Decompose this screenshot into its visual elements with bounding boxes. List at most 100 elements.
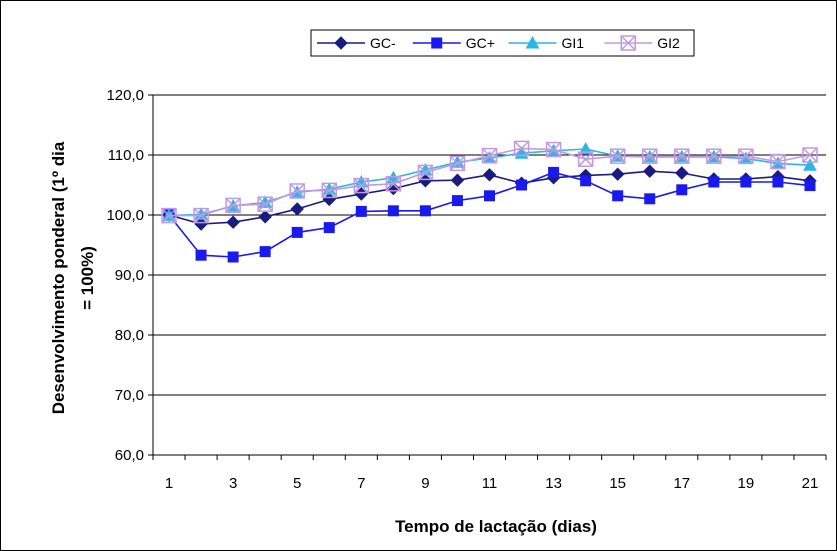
- x-tick-label: 1: [165, 475, 173, 492]
- data-point: [706, 148, 722, 164]
- data-point: [676, 184, 688, 196]
- data-point: [577, 151, 594, 167]
- marker-box: [257, 196, 273, 212]
- data-point: [612, 190, 624, 202]
- data-point: [257, 196, 273, 212]
- data-point: [449, 155, 466, 172]
- x-tick-label: 11: [482, 475, 498, 492]
- data-point: [804, 180, 816, 192]
- marker-cross: [321, 182, 337, 198]
- data-point: [322, 182, 337, 195]
- data-point: [484, 190, 495, 202]
- data-point: [643, 164, 657, 178]
- legend-marker: [431, 37, 443, 49]
- marker-cross: [706, 148, 722, 164]
- marker-cross: [193, 208, 209, 224]
- y-tick-label: 70,0: [115, 387, 144, 404]
- data-point: [193, 207, 209, 224]
- marker-cross: [674, 148, 690, 164]
- x-axis-title: Tempo de lactação (dias): [395, 517, 597, 536]
- data-point: [226, 215, 240, 229]
- data-point: [355, 205, 367, 217]
- marker-box: [161, 207, 177, 224]
- legend-marker: [334, 36, 348, 50]
- data-point: [291, 226, 303, 238]
- data-point: [227, 251, 239, 263]
- data-point: [259, 246, 271, 258]
- marker-box: [620, 35, 636, 51]
- data-point: [740, 176, 752, 188]
- marker-cross: [546, 142, 562, 158]
- legend-label: GI2: [657, 35, 680, 51]
- data-point: [708, 176, 720, 188]
- data-point: [258, 210, 272, 224]
- data-point: [802, 147, 818, 163]
- marker-box: [706, 148, 722, 164]
- legend-item: GI2: [604, 35, 680, 51]
- marker-box: [449, 155, 466, 172]
- data-point: [353, 177, 370, 194]
- data-point: [675, 166, 689, 180]
- marker-box: [577, 151, 594, 167]
- marker-box: [193, 207, 209, 224]
- x-tick-label: 5: [293, 475, 301, 492]
- data-point: [516, 179, 528, 191]
- marker-box: [802, 147, 818, 163]
- marker-box: [481, 147, 498, 164]
- data-point: [385, 176, 402, 192]
- data-point: [161, 207, 177, 224]
- data-point: [482, 168, 497, 182]
- data-point: [674, 148, 690, 164]
- data-point: [641, 148, 658, 164]
- marker-cross: [225, 197, 241, 213]
- marker-box: [225, 197, 241, 214]
- data-point: [548, 166, 560, 178]
- y-axis-title-line-2: = 100%): [78, 246, 97, 310]
- marker-box: [353, 177, 370, 194]
- y-tick-label: 80,0: [115, 327, 144, 344]
- data-point: [578, 141, 593, 155]
- marker-box: [770, 153, 786, 170]
- marker-box: [609, 148, 626, 164]
- y-axis-title-line-1: Desenvolvimento ponderal (1º dia: [49, 141, 68, 414]
- marker-cross: [257, 196, 273, 212]
- data-point: [290, 202, 304, 216]
- y-tick-label: 90,0: [115, 267, 144, 284]
- marker-cross: [770, 154, 786, 170]
- data-point: [481, 147, 498, 164]
- data-point: [770, 153, 786, 170]
- legend-item: GI1: [508, 35, 584, 51]
- data-point: [450, 173, 465, 187]
- data-point: [321, 182, 338, 199]
- x-tick-label: 19: [738, 475, 755, 492]
- data-point: [580, 175, 592, 187]
- legend-item: GC-: [317, 35, 396, 51]
- marker-cross: [610, 148, 626, 164]
- data-point: [803, 158, 817, 171]
- data-point: [289, 183, 305, 199]
- y-tick-label: 110,0: [108, 147, 144, 164]
- legend: GC- GC+ GI1 GI2: [310, 29, 695, 57]
- legend-item: GC+: [412, 35, 495, 51]
- y-axis-title: Desenvolvimento ponderal (1º dia = 100%): [49, 141, 97, 414]
- data-point: [513, 140, 530, 157]
- data-point: [225, 197, 241, 214]
- legend-marker: [525, 35, 540, 49]
- data-point: [610, 167, 625, 181]
- x-tick-label: 9: [421, 475, 429, 492]
- marker-box: [289, 183, 305, 199]
- x-tick-label: 21: [802, 475, 819, 492]
- x-tick-label: 15: [609, 475, 626, 492]
- marker-box: [641, 148, 658, 164]
- data-point: [387, 205, 399, 217]
- series-layer: [161, 140, 818, 263]
- marker-box: [738, 148, 754, 164]
- data-point: [386, 181, 401, 196]
- data-point: [195, 249, 207, 261]
- x-tick-label: 3: [229, 475, 237, 492]
- data-point: [772, 176, 784, 188]
- data-point: [354, 174, 369, 188]
- marker-cross: [514, 140, 530, 156]
